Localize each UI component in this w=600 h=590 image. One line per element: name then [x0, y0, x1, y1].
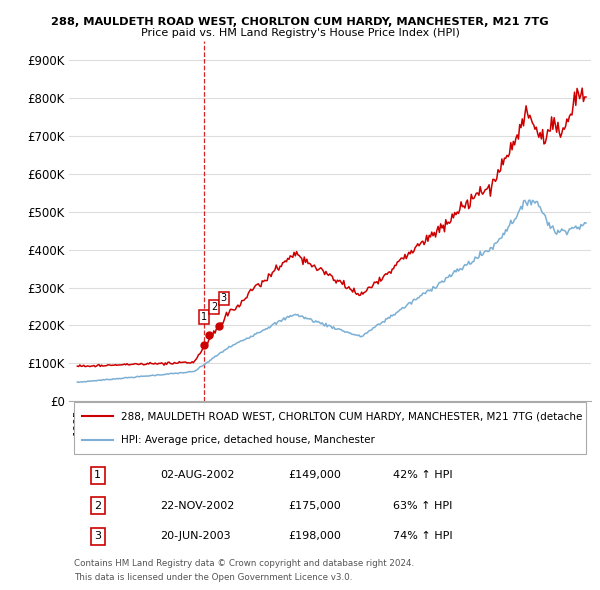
- Text: 1: 1: [200, 312, 207, 322]
- Text: £149,000: £149,000: [288, 470, 341, 480]
- Text: 74% ↑ HPI: 74% ↑ HPI: [392, 532, 452, 542]
- Text: HPI: Average price, detached house, Manchester: HPI: Average price, detached house, Manc…: [121, 435, 375, 445]
- Text: 02-AUG-2002: 02-AUG-2002: [160, 470, 235, 480]
- Text: Price paid vs. HM Land Registry's House Price Index (HPI): Price paid vs. HM Land Registry's House …: [140, 28, 460, 38]
- Text: 2: 2: [94, 501, 101, 511]
- Text: 288, MAULDETH ROAD WEST, CHORLTON CUM HARDY, MANCHESTER, M21 7TG (detache: 288, MAULDETH ROAD WEST, CHORLTON CUM HA…: [121, 411, 583, 421]
- Text: 1: 1: [94, 470, 101, 480]
- Text: 288, MAULDETH ROAD WEST, CHORLTON CUM HARDY, MANCHESTER, M21 7TG: 288, MAULDETH ROAD WEST, CHORLTON CUM HA…: [51, 17, 549, 27]
- Text: 42% ↑ HPI: 42% ↑ HPI: [392, 470, 452, 480]
- Text: £198,000: £198,000: [288, 532, 341, 542]
- FancyBboxPatch shape: [74, 402, 586, 454]
- Text: £175,000: £175,000: [288, 501, 341, 511]
- Text: 63% ↑ HPI: 63% ↑ HPI: [392, 501, 452, 511]
- Text: 22-NOV-2002: 22-NOV-2002: [160, 501, 235, 511]
- Text: This data is licensed under the Open Government Licence v3.0.: This data is licensed under the Open Gov…: [74, 573, 353, 582]
- Text: 20-JUN-2003: 20-JUN-2003: [160, 532, 231, 542]
- Text: 3: 3: [94, 532, 101, 542]
- Text: 3: 3: [221, 293, 227, 303]
- Text: Contains HM Land Registry data © Crown copyright and database right 2024.: Contains HM Land Registry data © Crown c…: [74, 559, 415, 568]
- Text: 2: 2: [211, 302, 217, 312]
